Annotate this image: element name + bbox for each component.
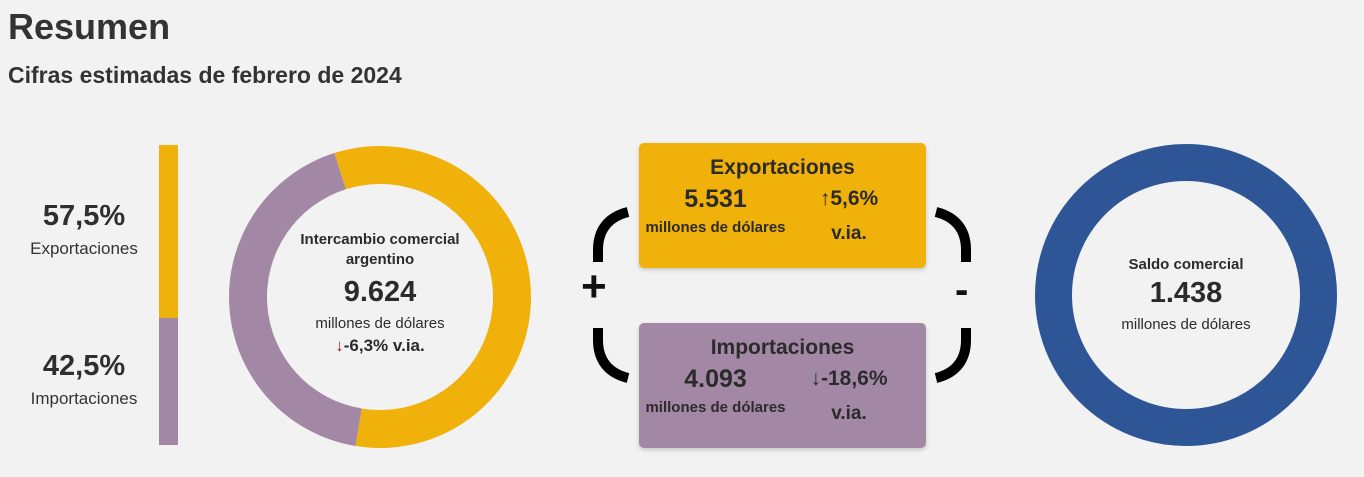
minus-operator: -	[955, 268, 969, 312]
donut-slice-saldo-comercial	[1035, 144, 1337, 446]
exportaciones-change: ↑5,6%	[791, 187, 907, 211]
donut-slice-exportaciones	[334, 146, 531, 448]
share-exportaciones: 57,5% Exportaciones	[9, 200, 159, 259]
saldo-heading: Saldo comercial	[1128, 256, 1244, 273]
importaciones-unit: millones de dólares	[645, 399, 786, 416]
bracket-connectors	[593, 207, 971, 383]
donut-slice-importaciones	[229, 153, 362, 447]
intercambio-change-value: -6,3% v.ia.	[343, 336, 425, 355]
saldo-value: 1.438	[1149, 277, 1223, 309]
arrow-down-icon: ↓	[335, 336, 344, 355]
share-bar-segment-importaciones	[159, 317, 178, 445]
saldo-donut-chart	[1035, 144, 1337, 446]
exportaciones-card: Exportaciones 5.531 millones de dólares …	[639, 143, 926, 268]
share-exportaciones-value: 57,5%	[42, 200, 126, 232]
exportaciones-change-label: v.ia.	[831, 223, 867, 244]
plus-operator: +	[581, 262, 607, 311]
importaciones-card: Importaciones 4.093 millones de dólares …	[639, 323, 926, 448]
saldo-center: Saldo comercial 1.438 millones de dólare…	[1096, 256, 1276, 333]
exportaciones-unit: millones de dólares	[645, 219, 786, 236]
share-bar-segment-exportaciones	[159, 145, 178, 318]
intercambio-change: ↓-6,3% v.ia.	[290, 336, 470, 356]
intercambio-value: 9.624	[343, 276, 417, 308]
arrow-up-icon: ↑	[819, 187, 831, 210]
importaciones-change: ↓-18,6%	[791, 367, 907, 391]
arrow-down-icon: ↓	[810, 367, 821, 390]
importaciones-change-label: v.ia.	[831, 403, 867, 424]
saldo-unit: millones de dólares	[1121, 316, 1251, 333]
intercambio-center: Intercambio comercial argentino 9.624 mi…	[290, 230, 470, 356]
page-title: Resumen	[8, 6, 171, 47]
share-stacked-bar	[159, 145, 178, 445]
intercambio-donut-chart	[229, 146, 531, 448]
exportaciones-change-value: 5,6%	[830, 187, 879, 210]
exportaciones-value: 5.531	[684, 185, 747, 213]
share-importaciones-label: Importaciones	[30, 389, 138, 408]
importaciones-title: Importaciones	[710, 336, 855, 359]
intercambio-heading: Intercambio comercial argentino	[300, 231, 460, 268]
intercambio-unit: millones de dólares	[315, 315, 445, 332]
importaciones-change-value: -18,6%	[820, 367, 888, 390]
page-subtitle: Cifras estimadas de febrero de 2024	[8, 62, 402, 88]
importaciones-value: 4.093	[684, 365, 747, 393]
share-importaciones-value: 42,5%	[42, 350, 126, 382]
share-exportaciones-label: Exportaciones	[30, 239, 138, 258]
exportaciones-title: Exportaciones	[710, 156, 855, 179]
share-importaciones: 42,5% Importaciones	[9, 350, 159, 409]
